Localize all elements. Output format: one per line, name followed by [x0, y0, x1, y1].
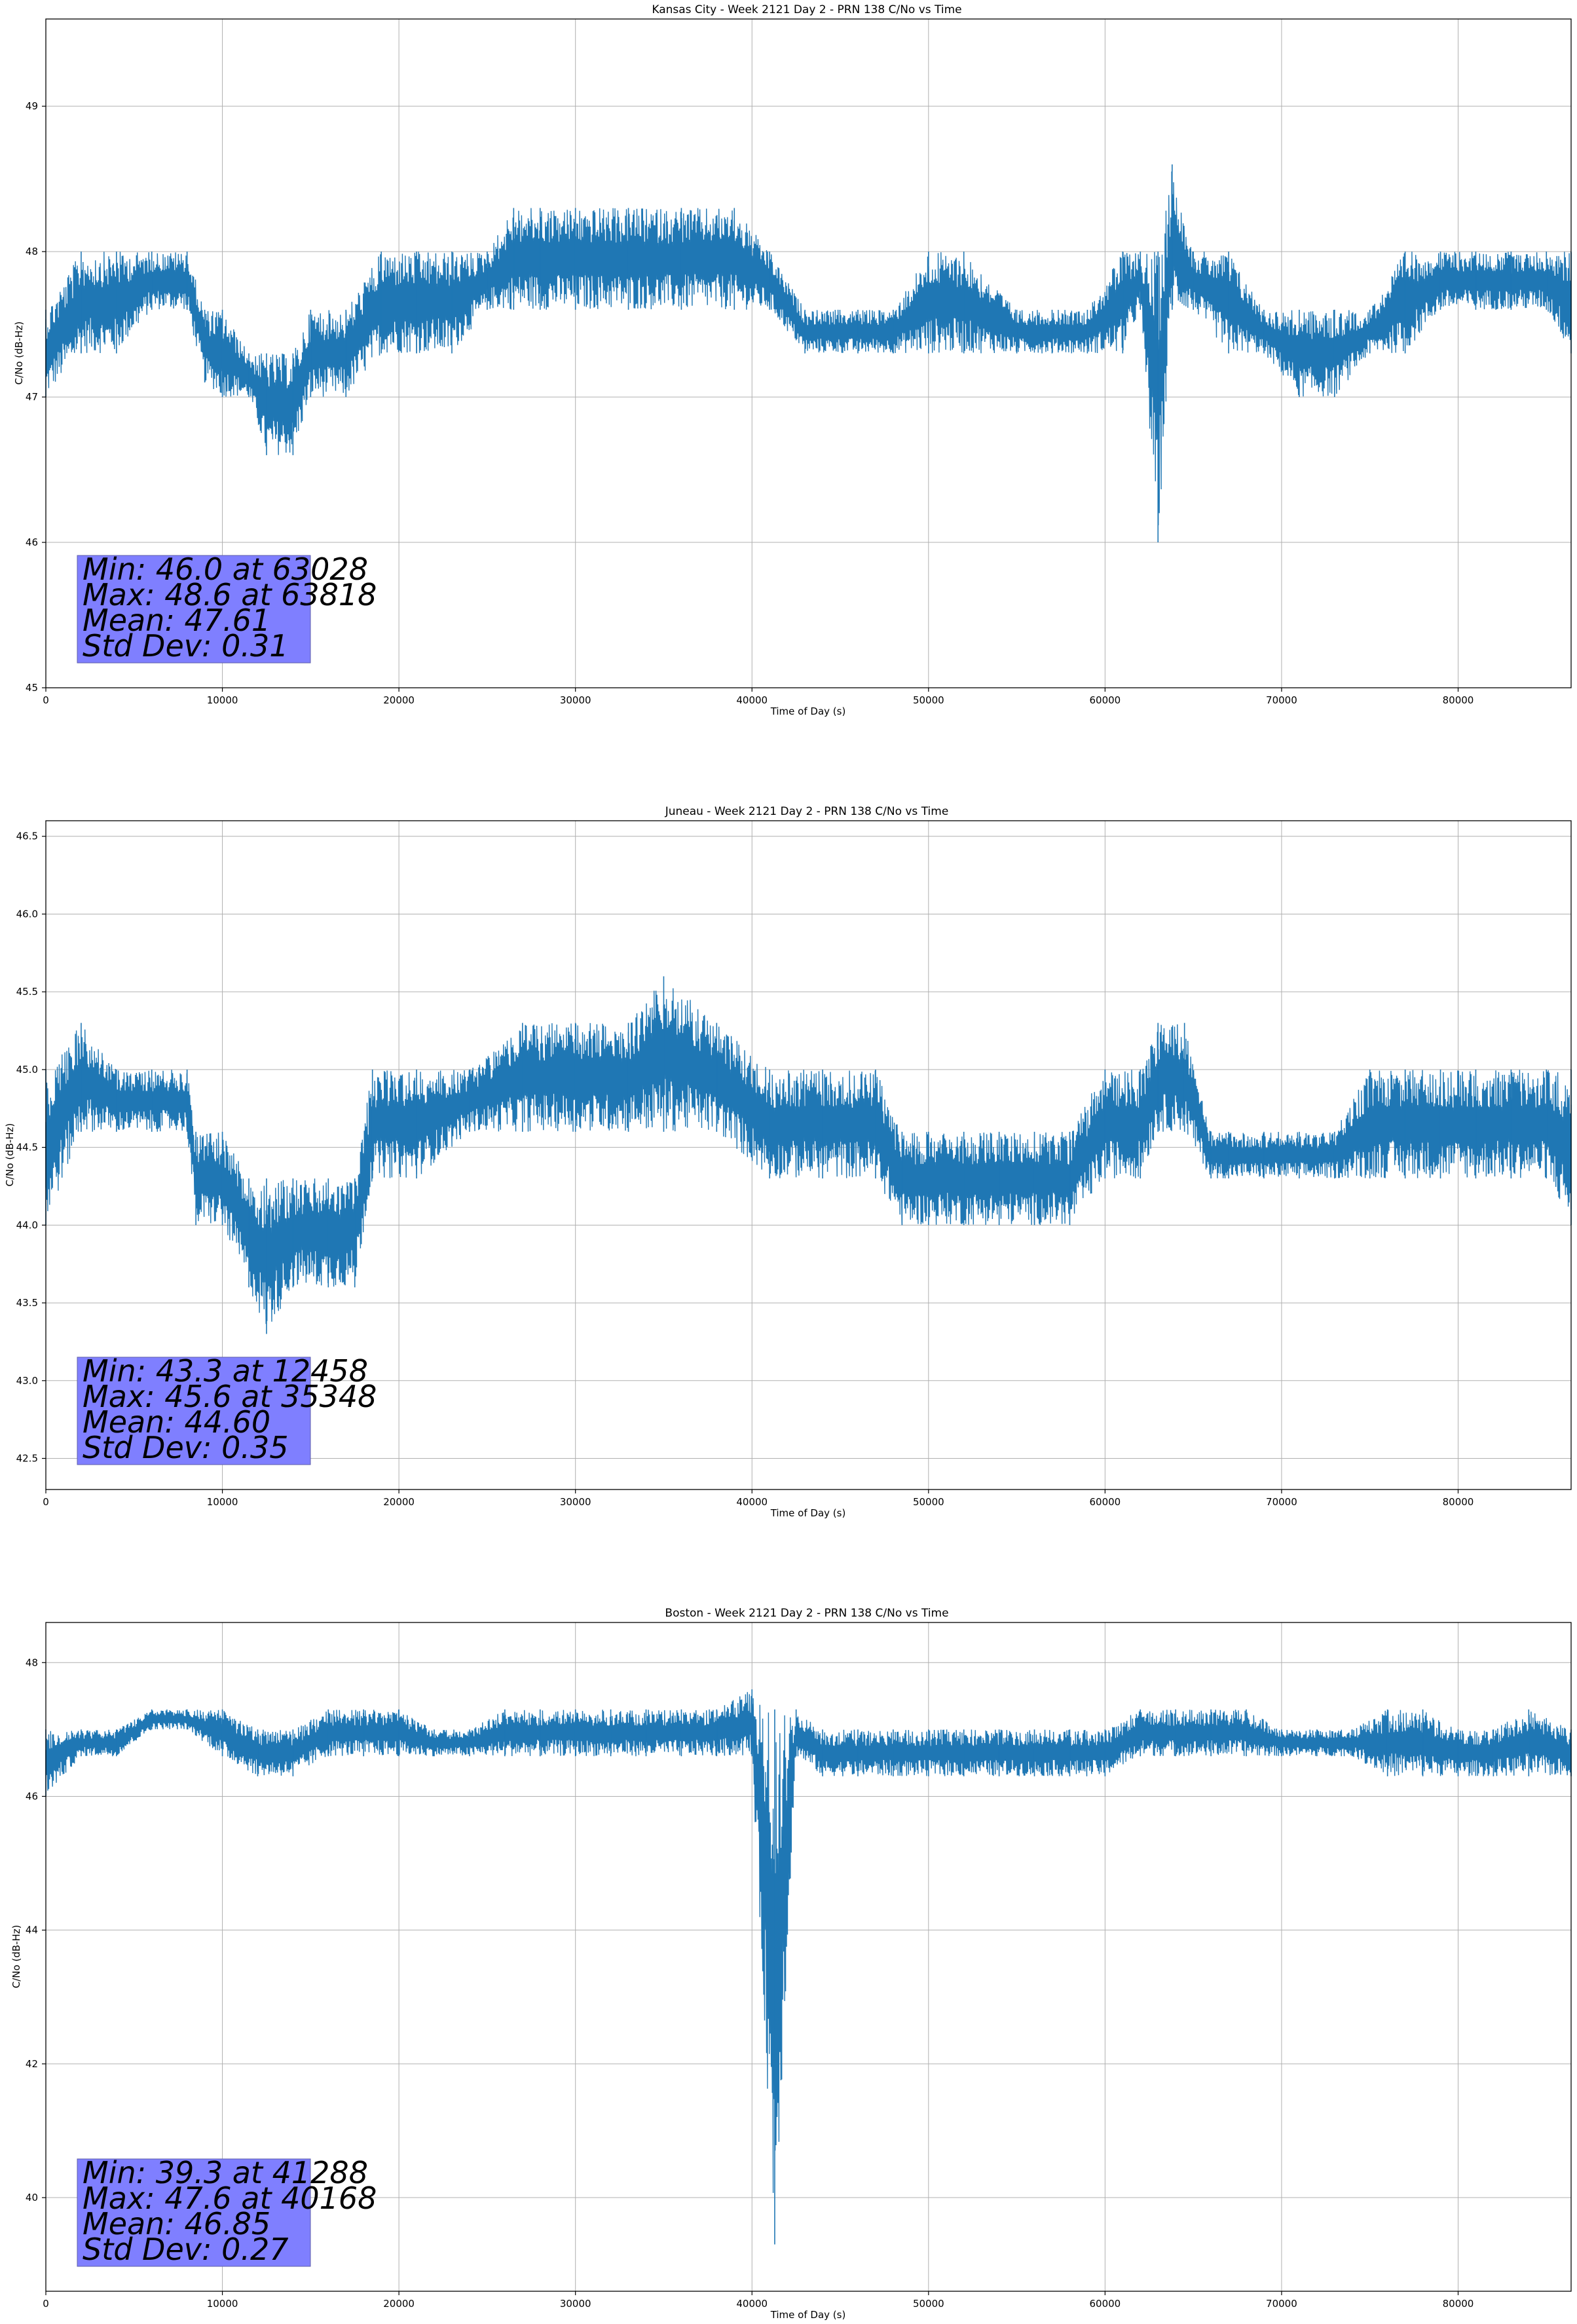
stats-mean: Mean: 46.85: [83, 2206, 270, 2241]
x-tick-label: 20000: [383, 694, 415, 706]
plot-frame: [45, 18, 1572, 688]
y-tick-label: 43.5: [16, 1297, 38, 1309]
y-tick-label: 46.5: [16, 831, 38, 842]
x-tick-label: 40000: [736, 2298, 768, 2310]
y-tick-label: 43.0: [16, 1375, 38, 1387]
x-tick-label: 0: [43, 2298, 49, 2310]
x-tick-label: 30000: [560, 694, 591, 706]
chart-title: Boston - Week 2121 Day 2 - PRN 138 C/No …: [665, 1607, 948, 1620]
stats-max: Max: 47.6 at 40168: [83, 2181, 377, 2216]
y-tick-label: 48: [26, 1657, 38, 1668]
stats-box: Min: 43.3 at 12458 Max: 45.6 at 35348 Me…: [77, 1353, 377, 1465]
axis-ticks: 0 10000 20000 30000 40000 50000 60000 70000 8000…: [26, 1657, 1474, 2310]
x-tick-label: 70000: [1266, 2298, 1297, 2310]
x-tick-label: 60000: [1090, 1496, 1121, 1508]
stats-std: Std Dev: 0.31: [83, 628, 289, 664]
axis-ticks: 0 10000 20000 30000 40000 50000 60000 70000 8000…: [26, 100, 1474, 706]
y-tick-label: 45.5: [16, 986, 38, 998]
stats-max: Max: 45.6 at 35348: [83, 1379, 377, 1414]
stats-box: Min: 46.0 at 63028 Max: 48.6 at 63818 Me…: [77, 552, 377, 664]
series-line: [45, 1692, 1572, 2193]
x-tick-label: 70000: [1266, 694, 1297, 706]
chart-title: Juneau - Week 2121 Day 2 - PRN 138 C/No …: [665, 805, 949, 818]
y-tick-label: 42: [26, 2058, 38, 2070]
x-axis-label: Time of Day (s): [770, 2309, 846, 2321]
y-tick-label: 42.5: [16, 1453, 38, 1465]
x-tick-label: 20000: [383, 1496, 415, 1508]
plot-frame: [45, 1622, 1572, 2292]
data-trace: [45, 976, 1572, 1334]
y-tick-label: 49: [26, 100, 38, 112]
chart-panel-juneau: Juneau - Week 2121 Day 2 - PRN 138 C/No …: [4, 805, 1572, 1519]
stats-std: Std Dev: 0.27: [83, 2232, 289, 2267]
stats-std: Std Dev: 0.35: [83, 1430, 289, 1465]
chart-panel-boston: Boston - Week 2121 Day 2 - PRN 138 C/No …: [10, 1607, 1572, 2321]
stats-mean: Mean: 47.61: [83, 603, 270, 638]
x-axis-label: Time of Day (s): [770, 705, 846, 717]
chart-title: Kansas City - Week 2121 Day 2 - PRN 138 …: [652, 3, 961, 16]
x-tick-label: 60000: [1090, 694, 1121, 706]
x-tick-label: 10000: [207, 694, 238, 706]
y-tick-label: 40: [26, 2192, 38, 2203]
y-tick-label: 47: [26, 391, 38, 403]
x-tick-label: 10000: [207, 2298, 238, 2310]
stats-min: Min: 46.0 at 63028: [83, 552, 368, 587]
stats-max: Max: 48.6 at 63818: [83, 577, 377, 612]
x-tick-label: 40000: [736, 694, 768, 706]
y-tick-label: 44.5: [16, 1142, 38, 1153]
y-axis-label: C/No (dB-Hz): [4, 1123, 16, 1187]
y-tick-label: 44: [26, 1924, 38, 1936]
x-tick-label: 70000: [1266, 1496, 1297, 1508]
y-tick-label: 46: [26, 536, 38, 548]
x-tick-label: 60000: [1090, 2298, 1121, 2310]
y-tick-label: 46.0: [16, 908, 38, 920]
y-axis-label: C/No (dB-Hz): [10, 1925, 22, 1989]
stats-mean: Mean: 44.60: [83, 1404, 270, 1440]
x-tick-label: 30000: [560, 2298, 591, 2310]
x-tick-label: 50000: [913, 1496, 944, 1508]
x-tick-label: 50000: [913, 694, 944, 706]
x-tick-label: 30000: [560, 1496, 591, 1508]
x-tick-label: 50000: [913, 2298, 944, 2310]
x-tick-label: 0: [43, 1496, 49, 1508]
y-tick-label: 48: [26, 246, 38, 257]
y-tick-label: 44.0: [16, 1219, 38, 1231]
x-tick-label: 10000: [207, 1496, 238, 1508]
stats-min: Min: 43.3 at 12458: [83, 1353, 368, 1389]
x-tick-label: 0: [43, 694, 49, 706]
x-tick-label: 20000: [383, 2298, 415, 2310]
plot-frame: [45, 820, 1572, 1490]
y-axis-label: C/No (dB-Hz): [13, 322, 25, 385]
series-line: [45, 171, 1572, 525]
y-tick-label: 45.0: [16, 1064, 38, 1076]
stats-min: Min: 39.3 at 41288: [83, 2155, 368, 2190]
y-tick-label: 45: [26, 682, 38, 694]
chart-panel-kansas-city: Kansas City - Week 2121 Day 2 - PRN 138 …: [13, 3, 1572, 717]
x-axis-label: Time of Day (s): [770, 1507, 846, 1519]
stats-box: Min: 39.3 at 41288 Max: 47.6 at 40168 Me…: [77, 2155, 377, 2267]
series-line: [45, 988, 1572, 1324]
x-tick-label: 40000: [736, 1496, 768, 1508]
axis-ticks: 0 10000 20000 30000 40000 50000 60000 70000 8000…: [16, 831, 1474, 1508]
x-tick-label: 80000: [1443, 1496, 1474, 1508]
x-tick-label: 80000: [1443, 2298, 1474, 2310]
y-tick-label: 46: [26, 1790, 38, 1802]
data-trace: [45, 164, 1572, 543]
x-tick-label: 80000: [1443, 694, 1474, 706]
